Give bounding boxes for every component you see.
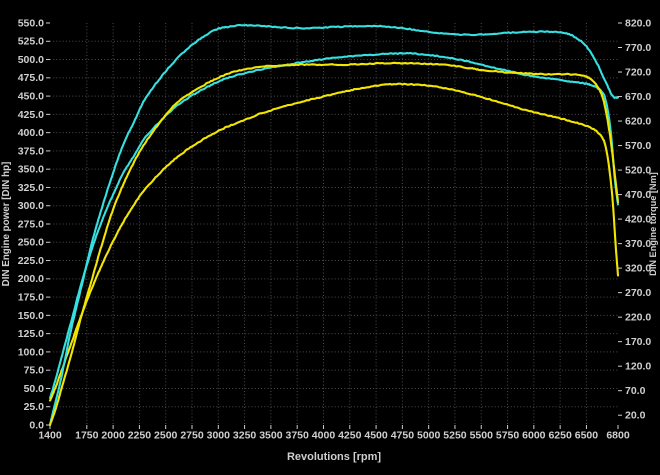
svg-text:2250: 2250 (128, 430, 152, 442)
svg-text:5000: 5000 (417, 430, 441, 442)
svg-text:270.0: 270.0 (625, 287, 651, 299)
svg-text:50.0: 50.0 (24, 383, 45, 395)
svg-text:4250: 4250 (338, 430, 362, 442)
svg-text:175.0: 175.0 (18, 291, 44, 303)
svg-text:5500: 5500 (470, 430, 494, 442)
svg-text:200.0: 200.0 (18, 273, 44, 285)
svg-text:5250: 5250 (443, 430, 467, 442)
svg-text:6250: 6250 (548, 430, 572, 442)
svg-text:25.0: 25.0 (24, 401, 45, 413)
svg-text:Revolutions [rpm]: Revolutions [rpm] (287, 451, 381, 463)
svg-text:570.0: 570.0 (625, 140, 651, 152)
svg-text:500.0: 500.0 (18, 54, 44, 66)
svg-text:620.0: 620.0 (625, 115, 651, 127)
svg-text:300.0: 300.0 (18, 200, 44, 212)
svg-text:6000: 6000 (522, 430, 546, 442)
svg-text:275.0: 275.0 (18, 218, 44, 230)
svg-text:150.0: 150.0 (18, 310, 44, 322)
svg-text:2000: 2000 (101, 430, 125, 442)
svg-text:DIN Engine torque [Nm]: DIN Engine torque [Nm] (648, 172, 658, 276)
svg-text:20.0: 20.0 (625, 410, 646, 422)
svg-text:550.0: 550.0 (18, 17, 44, 29)
svg-text:770.0: 770.0 (625, 42, 651, 54)
svg-text:670.0: 670.0 (625, 91, 651, 103)
svg-text:DIN Engine power [DIN hp]: DIN Engine power [DIN hp] (1, 162, 12, 287)
svg-text:375.0: 375.0 (18, 145, 44, 157)
svg-text:3000: 3000 (207, 430, 231, 442)
svg-text:75.0: 75.0 (24, 365, 45, 377)
svg-text:2500: 2500 (154, 430, 178, 442)
svg-text:4750: 4750 (391, 430, 415, 442)
svg-text:400.0: 400.0 (18, 127, 44, 139)
svg-text:3750: 3750 (286, 430, 310, 442)
svg-text:125.0: 125.0 (18, 328, 44, 340)
svg-text:1400: 1400 (38, 430, 62, 442)
svg-text:6500: 6500 (575, 430, 599, 442)
svg-text:820.0: 820.0 (625, 17, 651, 29)
svg-text:1750: 1750 (75, 430, 99, 442)
svg-text:100.0: 100.0 (18, 346, 44, 358)
svg-text:5750: 5750 (496, 430, 520, 442)
svg-text:70.0: 70.0 (625, 385, 646, 397)
svg-text:475.0: 475.0 (18, 72, 44, 84)
svg-text:425.0: 425.0 (18, 109, 44, 121)
svg-text:3500: 3500 (259, 430, 283, 442)
svg-text:120.0: 120.0 (625, 361, 651, 373)
svg-text:6800: 6800 (606, 430, 630, 442)
svg-text:525.0: 525.0 (18, 36, 44, 48)
svg-text:450.0: 450.0 (18, 90, 44, 102)
svg-text:220.0: 220.0 (625, 312, 651, 324)
svg-text:325.0: 325.0 (18, 182, 44, 194)
svg-text:4500: 4500 (364, 430, 388, 442)
svg-text:225.0: 225.0 (18, 255, 44, 267)
svg-text:4000: 4000 (312, 430, 336, 442)
svg-text:2750: 2750 (180, 430, 204, 442)
svg-text:250.0: 250.0 (18, 237, 44, 249)
svg-text:170.0: 170.0 (625, 336, 651, 348)
svg-text:3250: 3250 (233, 430, 257, 442)
svg-text:720.0: 720.0 (625, 66, 651, 78)
svg-text:350.0: 350.0 (18, 164, 44, 176)
